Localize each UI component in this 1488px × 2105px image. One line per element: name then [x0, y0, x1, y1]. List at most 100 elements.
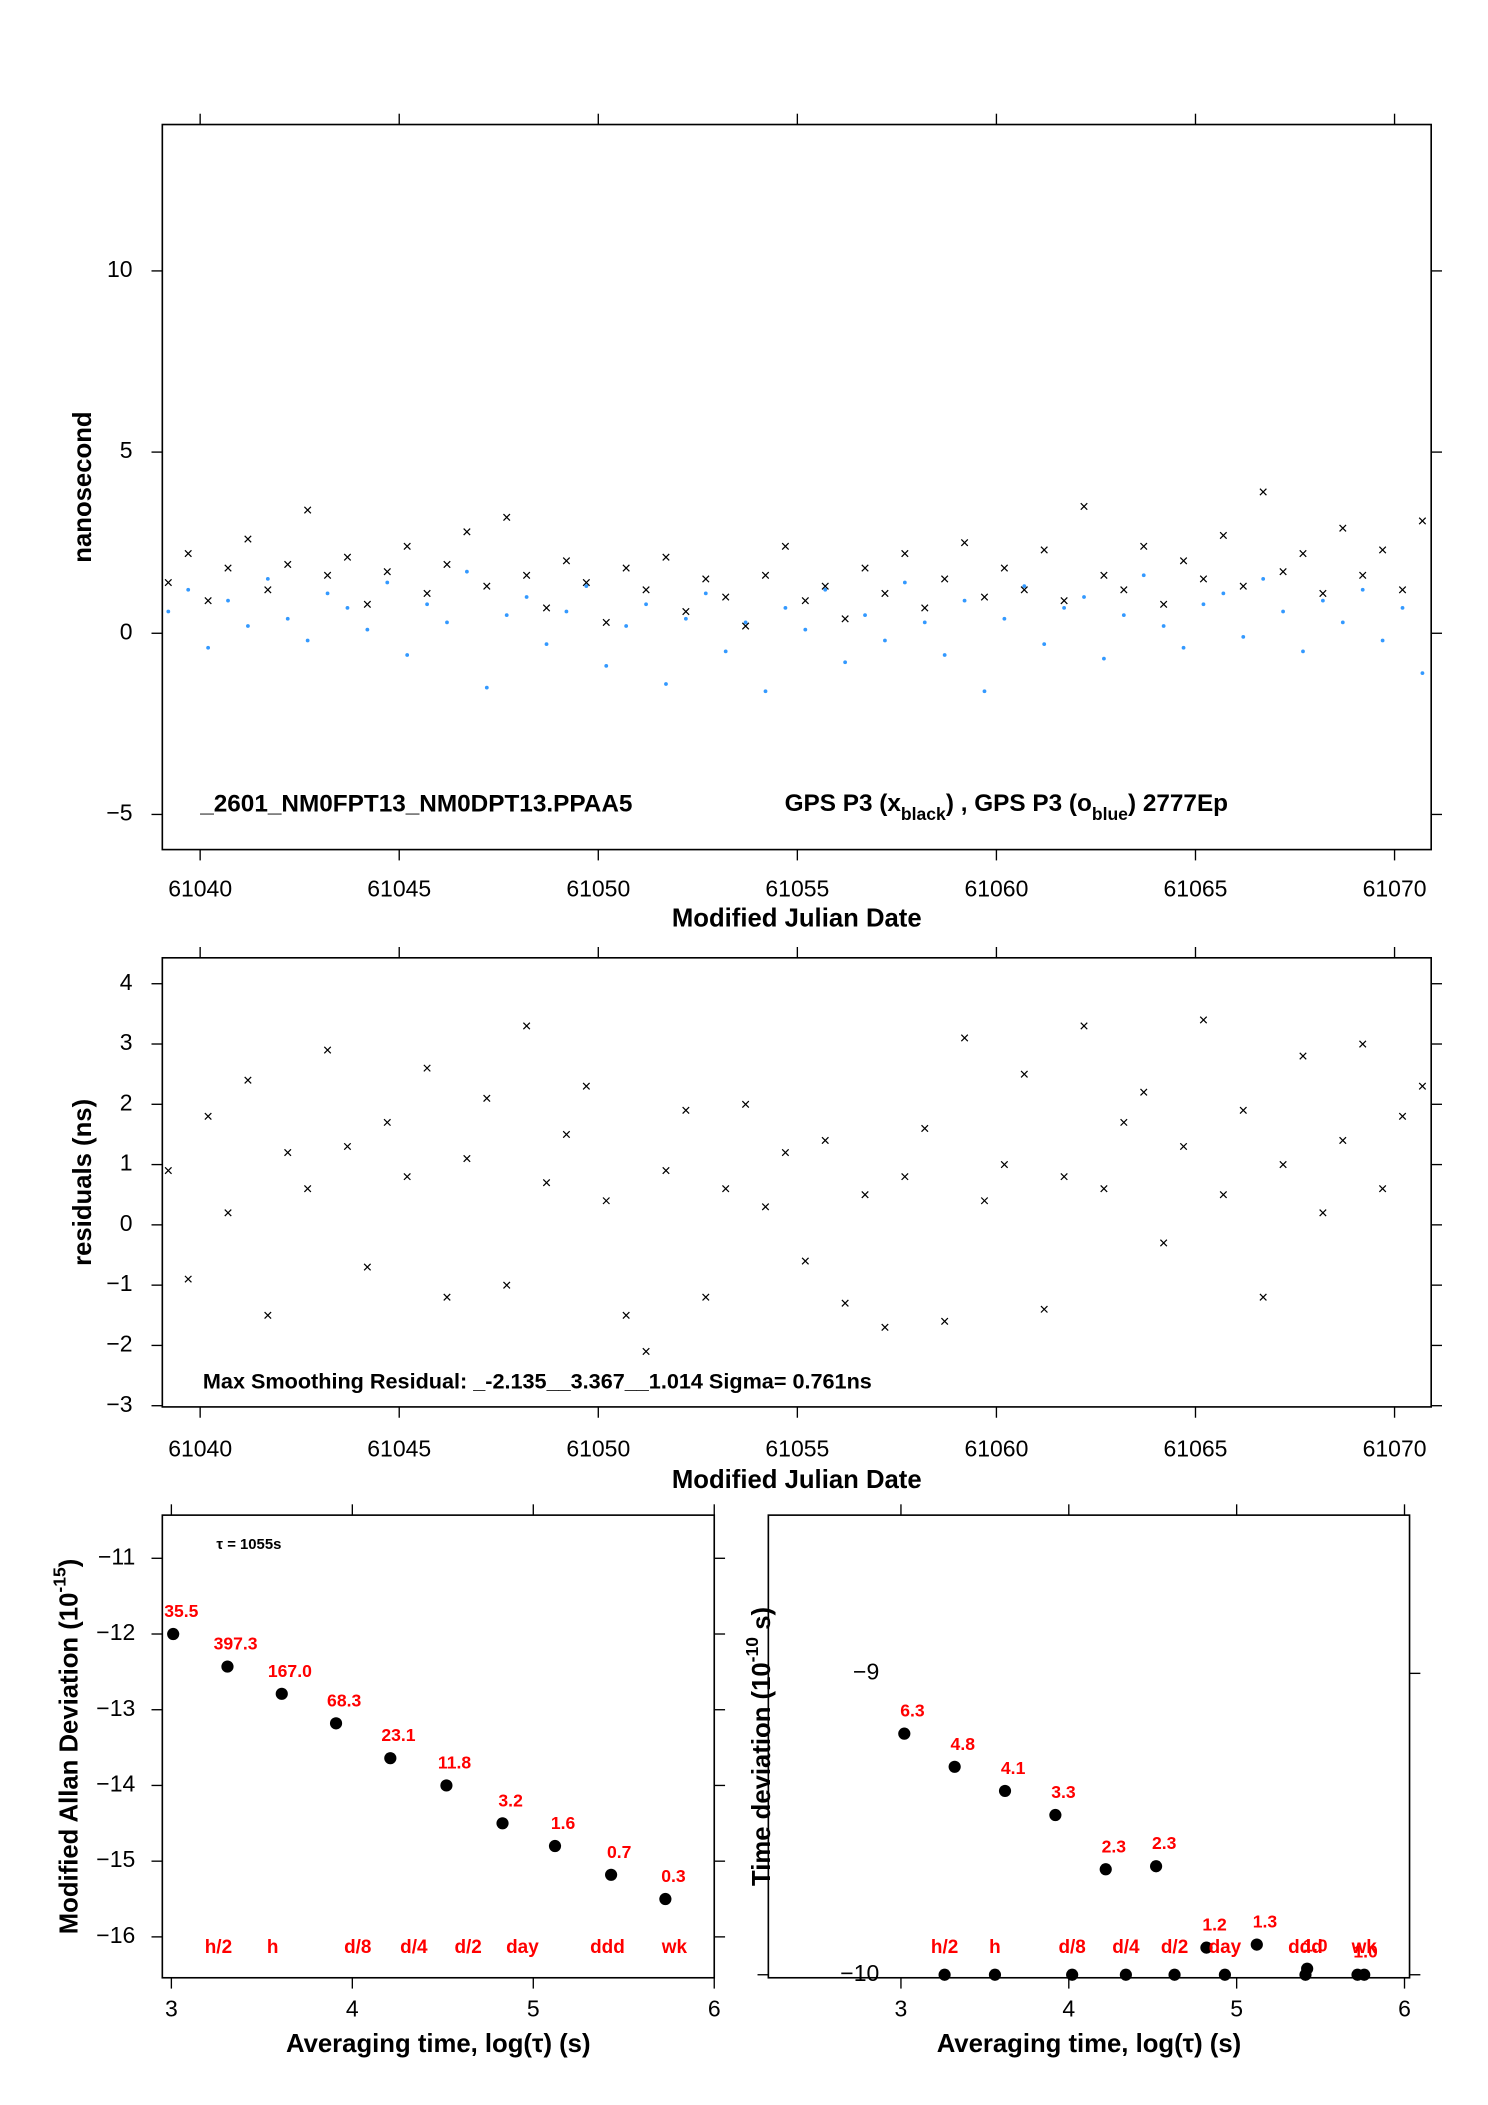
- point-label: 6.3: [900, 1701, 925, 1721]
- x-marker: [1000, 1160, 1009, 1169]
- x-tick-label: 61065: [1164, 1435, 1228, 1461]
- x-marker: [264, 586, 272, 594]
- dot-marker: [384, 1752, 397, 1765]
- dot-marker: [305, 638, 310, 643]
- x-marker: [224, 1209, 232, 1217]
- timescale-label: d/4: [1112, 1937, 1140, 1958]
- y-tick-label: 10: [107, 256, 133, 282]
- x-marker: [980, 1197, 989, 1205]
- dot-marker: [329, 1717, 343, 1730]
- dot-marker: [1261, 577, 1266, 581]
- annotation: _2601_NM0FPT13_NM0DPT13.PPAA5: [199, 790, 632, 817]
- x-marker: [1020, 1070, 1028, 1078]
- dot-marker: [605, 1868, 618, 1881]
- x-marker: [741, 622, 750, 630]
- x-marker: [1040, 546, 1048, 554]
- x-marker: [284, 560, 292, 569]
- x-marker: [1179, 1142, 1188, 1151]
- annotation-part: ) 2777Ep: [1128, 790, 1228, 817]
- dot-marker: [1250, 1938, 1263, 1951]
- x-marker: [1359, 571, 1367, 579]
- x-marker: [901, 549, 909, 558]
- y-tick-label: −12: [96, 1619, 135, 1645]
- dot-marker: [942, 653, 947, 657]
- x-marker: [1140, 1088, 1148, 1096]
- dot-marker: [1400, 606, 1405, 610]
- x-marker: [1299, 1052, 1307, 1060]
- plot-frame: [767, 1514, 1411, 1979]
- dot-marker: [186, 587, 191, 592]
- point-label: 4.8: [951, 1734, 976, 1754]
- x-marker: [542, 1178, 551, 1187]
- y-tick-label: −9: [853, 1658, 879, 1684]
- timescale-label: day: [1209, 1937, 1242, 1958]
- dot-marker: [548, 1839, 562, 1853]
- timescale-dot: [1299, 1968, 1312, 1981]
- dot-marker: [1380, 638, 1385, 643]
- y-axis-label-suffix: ): [55, 1559, 83, 1568]
- x-marker: [503, 1281, 511, 1289]
- x-axis-label: Modified Julian Date: [672, 905, 922, 933]
- y-axis-label-exponent: -10: [742, 1637, 762, 1663]
- point-label: 23.1: [381, 1725, 415, 1745]
- dot-marker: [998, 1784, 1012, 1797]
- x-marker: [881, 1323, 889, 1332]
- x-marker: [801, 1257, 809, 1265]
- timescale-label: d/2: [454, 1937, 481, 1958]
- dot-marker: [1420, 671, 1425, 676]
- dot-marker: [1200, 1941, 1213, 1954]
- x-marker: [184, 549, 192, 558]
- x-marker: [901, 1172, 909, 1181]
- dot-marker: [624, 624, 629, 628]
- x-marker: [921, 1124, 929, 1133]
- point-label: 0.3: [661, 1866, 686, 1886]
- x-marker: [164, 578, 172, 587]
- x-marker: [284, 1148, 292, 1157]
- annotation-subscript: black: [901, 804, 946, 824]
- dot-marker: [425, 602, 429, 607]
- dot-marker: [365, 627, 370, 632]
- y-tick-label: −1: [106, 1270, 132, 1296]
- y-tick-label: 2: [120, 1089, 133, 1115]
- x-marker: [861, 1191, 869, 1199]
- point-label: 0.7: [607, 1842, 631, 1862]
- x-marker: [1080, 1022, 1088, 1030]
- x-tick-label: 61040: [168, 1435, 232, 1461]
- timescale-dot: [1168, 1968, 1181, 1981]
- dot-marker: [385, 580, 390, 585]
- x-marker: [522, 1022, 531, 1030]
- x-tick-label: 6: [1398, 1995, 1411, 2021]
- x-marker: [1299, 549, 1307, 558]
- x-marker: [1199, 575, 1208, 583]
- annotation-part: ) , GPS P3 (o: [946, 790, 1092, 817]
- x-marker: [602, 618, 610, 627]
- x-marker: [1239, 582, 1247, 590]
- dot-marker: [206, 645, 211, 650]
- dot-marker: [1022, 584, 1027, 589]
- dot-marker: [763, 689, 768, 694]
- point-label: 397.3: [214, 1634, 258, 1654]
- dot-marker: [1121, 613, 1126, 618]
- y-axis-label: Modified Allan Deviation (10-15): [49, 1559, 83, 1935]
- x-marker: [562, 557, 571, 565]
- x-marker: [542, 604, 551, 612]
- x-marker: [483, 582, 491, 590]
- x-marker: [1040, 1305, 1048, 1313]
- plot-frame: [161, 123, 1432, 851]
- dot-marker: [345, 606, 350, 610]
- dot-marker: [783, 606, 788, 610]
- dot-marker: [1102, 656, 1106, 661]
- x-marker: [702, 1293, 710, 1301]
- x-marker: [363, 600, 372, 608]
- dot-marker: [226, 598, 230, 603]
- x-marker: [1398, 1112, 1407, 1121]
- dot-marker: [723, 649, 728, 654]
- x-marker: [1418, 1082, 1427, 1090]
- x-tick-label: 61060: [964, 875, 1028, 901]
- timescale-label: wk: [661, 1937, 688, 1958]
- x-marker: [463, 528, 471, 536]
- x-tick-label: 61065: [1164, 875, 1228, 901]
- dot-marker: [743, 620, 748, 625]
- y-tick-label: −11: [98, 1543, 135, 1569]
